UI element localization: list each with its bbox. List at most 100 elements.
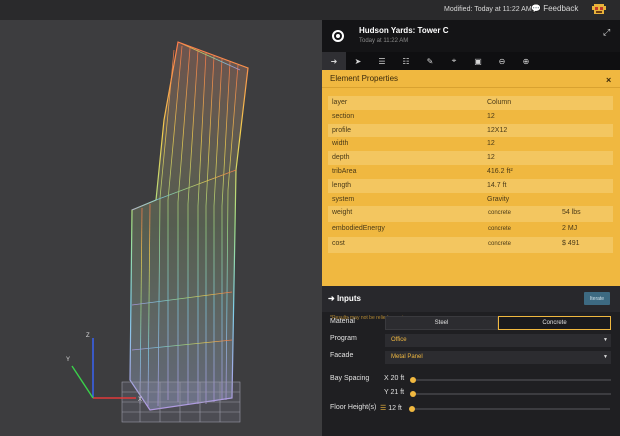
rows-icon: ☰: [380, 405, 387, 412]
app-logo-icon[interactable]: [332, 30, 344, 42]
slider-knob[interactable]: [410, 391, 416, 397]
table-row: width 12: [328, 137, 613, 151]
floor-height-slider[interactable]: ☰ 12 ft: [380, 403, 612, 416]
element-properties-title: Element Properties: [330, 74, 399, 83]
axis-x-label: X: [138, 397, 142, 403]
axis-y-label: Y: [66, 357, 70, 363]
top-bar: Modified: Today at 11:22 AM 💬 Feedback: [0, 0, 620, 20]
property-value: 416.2 ft²: [487, 167, 513, 175]
table-row: layer Column: [328, 96, 613, 110]
forward-icon[interactable]: ➤: [354, 56, 362, 66]
bay-spacing-y-slider[interactable]: Y 21 ft: [384, 388, 612, 401]
bay-spacing-x-slider[interactable]: X 20 ft: [384, 374, 612, 387]
property-value: 2 MJ: [562, 224, 578, 232]
chat-icon: 💬: [531, 4, 541, 13]
3d-viewport[interactable]: Z Y X: [0, 20, 322, 436]
zoom-in-icon[interactable]: ⊕: [522, 56, 530, 66]
slider-track: [411, 408, 610, 410]
property-value: Gravity: [487, 195, 510, 203]
table-row: length 14.7 ft: [328, 178, 613, 193]
inputs-title: ➜ Inputs: [328, 294, 361, 303]
property-value: 12: [487, 154, 495, 162]
property-key: weight: [332, 209, 353, 217]
right-panel: Hudson Yards: Tower C Today at 11:22 AM …: [322, 20, 620, 436]
expand-icon[interactable]: ⤢: [603, 27, 611, 37]
property-value: $ 491: [562, 240, 580, 248]
program-select[interactable]: Office ▼: [385, 334, 611, 347]
disclaimer-note: *Results may not be relied upon in any w…: [330, 315, 426, 321]
property-key: system: [332, 195, 355, 203]
property-key: section: [332, 112, 355, 120]
facade-select[interactable]: Metal Panel ▼: [385, 351, 611, 364]
material-option-concrete[interactable]: Concrete: [498, 316, 611, 330]
property-material: concrete: [488, 210, 512, 217]
project-title: Hudson Yards: Tower C: [359, 26, 449, 35]
building-model: Z Y X: [66, 41, 249, 423]
element-properties-panel: Element Properties × layer Column section…: [322, 70, 620, 321]
project-subtitle: Today at 11:22 AM: [359, 38, 409, 44]
feedback-label: Feedback: [543, 4, 579, 13]
table-row: cost concrete $ 491: [328, 237, 613, 253]
axis-z-label: Z: [86, 333, 90, 339]
login-icon: ➜: [328, 294, 337, 303]
table-row: embodiedEnergy concrete 2 MJ: [328, 222, 613, 238]
logout-icon[interactable]: ➜: [322, 52, 346, 70]
avatar-icon[interactable]: [592, 3, 606, 17]
program-label: Program: [330, 335, 357, 342]
close-icon[interactable]: ×: [606, 75, 612, 85]
brush-icon[interactable]: ✎: [426, 56, 434, 66]
axes-triad: Z Y X: [66, 333, 142, 403]
modified-timestamp: Modified: Today at 11:22 AM: [444, 6, 532, 13]
slider-knob[interactable]: [409, 406, 415, 412]
material-toggle: Steel Concrete: [385, 316, 611, 330]
property-key: length: [332, 181, 352, 189]
slider-track: [412, 379, 611, 381]
table-row: section 12: [328, 110, 613, 124]
property-value: 54 lbs: [562, 209, 581, 217]
property-key: tribArea: [332, 167, 357, 175]
properties-table: layer Column section 12 profile 12X12 width…: [328, 96, 613, 253]
program-value: Office: [391, 337, 407, 343]
table-row: weight concrete 54 lbs: [328, 206, 613, 222]
divider: [322, 87, 620, 88]
property-key: layer: [332, 99, 348, 106]
bay-y-label: Y 21 ft: [384, 389, 405, 396]
property-value: Column: [487, 99, 512, 106]
property-material: concrete: [488, 241, 512, 248]
layers-icon[interactable]: ☰: [378, 56, 386, 66]
crop-icon[interactable]: ⌖: [451, 56, 457, 65]
property-value: 12: [487, 140, 495, 148]
material-label: Material: [330, 318, 355, 325]
bay-x-label: X 20 ft: [384, 375, 405, 382]
property-value: 12X12: [487, 126, 508, 134]
project-header: Hudson Yards: Tower C Today at 11:22 AM …: [322, 20, 620, 52]
iterate-button[interactable]: Iterate: [584, 292, 610, 305]
floor-height-value-label: ☰ 12 ft: [380, 405, 402, 412]
toolbar: ➜ ➤ ☰ ☷ ✎ ⌖ ▣ ⊖ ⊕: [322, 52, 620, 70]
feedback-link[interactable]: 💬 Feedback: [531, 4, 578, 13]
table-row: profile 12X12: [328, 123, 613, 138]
inputs-title-label: Inputs: [336, 294, 361, 303]
slider-knob[interactable]: [410, 377, 416, 383]
caret-down-icon: ▼: [603, 337, 608, 343]
zoom-out-icon[interactable]: ⊖: [498, 56, 506, 66]
property-key: embodiedEnergy: [332, 224, 385, 232]
material-option-steel[interactable]: Steel: [385, 316, 498, 330]
cube-icon[interactable]: ▣: [474, 56, 482, 66]
facade-label: Facade: [330, 352, 354, 359]
property-key: profile: [332, 126, 352, 134]
table-row: system Gravity: [328, 193, 613, 207]
property-value: 12: [487, 112, 495, 120]
floor-height-label: Floor Height(s): [330, 404, 377, 411]
bay-spacing-label: Bay Spacing: [330, 375, 370, 382]
property-key: width: [332, 140, 349, 148]
property-key: depth: [332, 154, 350, 162]
sliders-icon[interactable]: ☷: [402, 56, 410, 66]
property-key: cost: [332, 240, 345, 248]
caret-down-icon: ▼: [603, 354, 608, 360]
inputs-header: ➜ Inputs Iterate: [322, 286, 620, 312]
facade-value: Metal Panel: [391, 354, 423, 360]
table-row: depth 12: [328, 151, 613, 165]
property-material: concrete: [488, 225, 512, 232]
table-row: tribArea 416.2 ft²: [328, 165, 613, 179]
